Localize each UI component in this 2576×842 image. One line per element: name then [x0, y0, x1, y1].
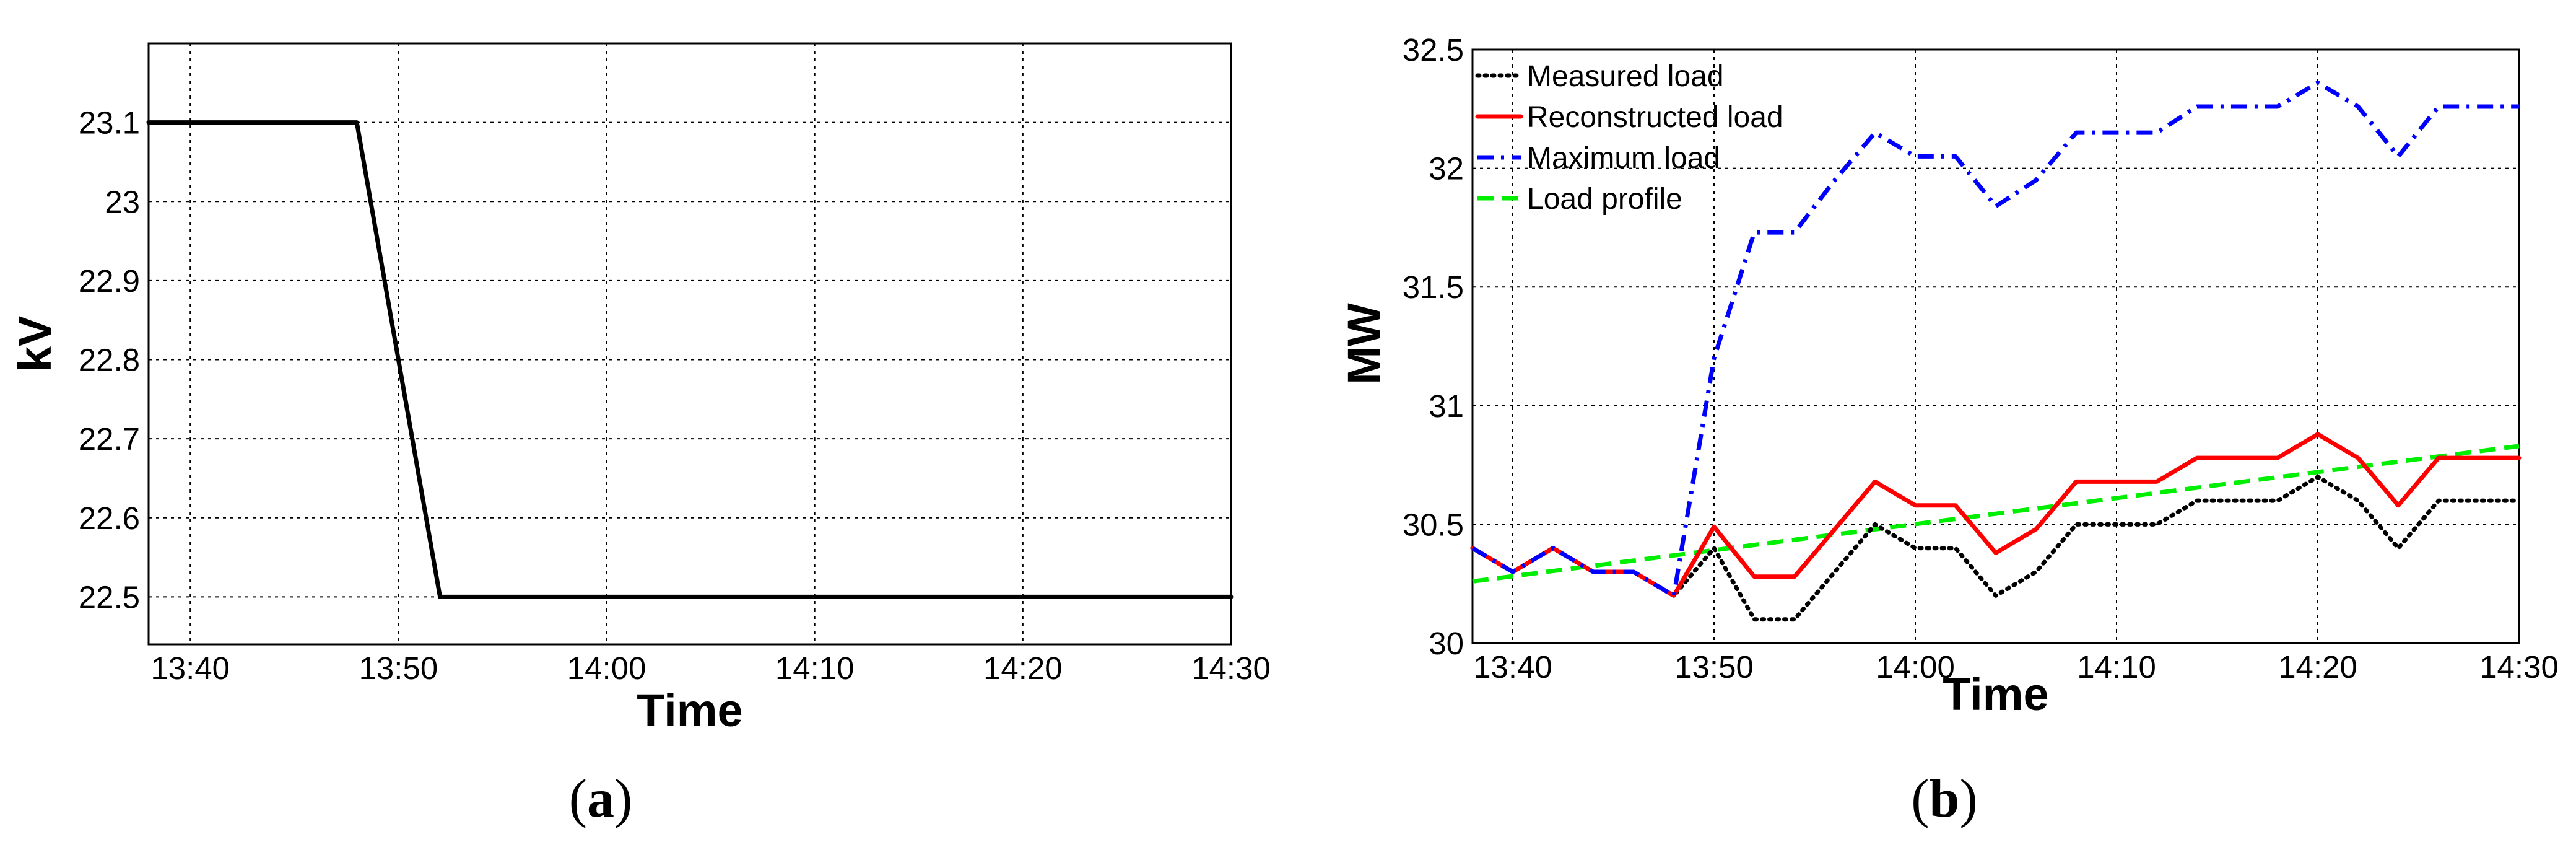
chart-b-x-tick-labels: 13:40 13:50 14:00 14:10 14:20 14:30 [1473, 649, 2559, 685]
chart-a-x-tick-label: 14:30 [1191, 651, 1271, 686]
chart-b-plot-area [1471, 48, 2520, 644]
legend-label: Load profile [1527, 183, 1682, 216]
chart-a-y-tick-label: 22.9 [79, 263, 140, 299]
chart-b-y-tick-label: 32.5 [1403, 32, 1464, 68]
chart-b-x-tick-label: 14:00 [1876, 649, 1955, 685]
legend-label: Reconstructed load [1527, 101, 1783, 134]
chart-a-y-tick-label: 23.1 [79, 105, 140, 141]
chart-b-y-tick-label: 30.5 [1403, 507, 1464, 542]
chart-b-series-line-maximum-load [1471, 81, 2519, 598]
chart-a-panel-label: (a) [569, 769, 633, 829]
legend-label: Measured load [1527, 60, 1724, 93]
chart-b-x-axis-label: Time [1943, 669, 2048, 720]
chart-b-y-tick-label: 30 [1429, 626, 1464, 661]
legend-label: Maximum load [1527, 142, 1720, 175]
chart-a-y-tick-label: 22.7 [79, 421, 140, 457]
chart-b-x-tick-label: 14:30 [2479, 649, 2559, 685]
chart-a-y-tick-label: 22.8 [79, 343, 140, 378]
chart-a-x-tick-label: 13:40 [150, 651, 230, 686]
chart-a-x-tick-label: 13:50 [359, 651, 438, 686]
chart-a-x-axis-label: Time [637, 685, 742, 736]
chart-a-x-tick-label: 14:10 [775, 651, 855, 686]
chart-a-x-tick-label: 14:00 [567, 651, 646, 686]
chart-a-y-tick-label: 23 [105, 184, 140, 219]
chart-b-panel-label: (b) [1911, 769, 1978, 829]
chart-b-y-tick-label: 31.5 [1403, 270, 1464, 305]
chart-a-y-tick-labels: 22.5 22.6 22.7 22.8 22.9 23 23.1 [79, 105, 140, 615]
chart-a-x-tick-labels: 13:40 13:50 14:00 14:10 14:20 14:30 [150, 651, 1270, 686]
chart-a-plot-area [147, 42, 1232, 646]
chart-b-x-tick-label: 13:50 [1674, 649, 1754, 685]
chart-b-y-axis-label: MW [1338, 303, 1390, 385]
chart-b-x-tick-label: 14:20 [2278, 649, 2357, 685]
chart-a-series-line [146, 120, 1234, 599]
chart-b-y-tick-labels: 30 30.5 31 31.5 32 32.5 [1403, 32, 1464, 661]
chart-a-y-tick-label: 22.5 [79, 579, 140, 615]
chart-b-gridlines [1473, 50, 2519, 643]
chart-b-y-tick-label: 31 [1429, 388, 1464, 424]
chart-b-x-tick-label: 13:40 [1473, 649, 1552, 685]
chart-a-x-tick-label: 14:20 [983, 651, 1063, 686]
chart-b-series-line-load-profile [1472, 444, 2520, 584]
chart-a: 22.5 22.6 22.7 22.8 22.9 23 23.1 13:40 13:50 14:… [9, 42, 1271, 829]
chart-a-y-axis-label: kV [9, 316, 61, 372]
chart-a-y-tick-label: 22.6 [79, 501, 140, 536]
chart-a-series [146, 120, 1234, 599]
chart-b-legend: Measured load Reconstructed load Maximum l… [1475, 60, 1783, 216]
chart-b-y-tick-label: 32 [1429, 151, 1464, 186]
chart-b-x-tick-label: 14:10 [2077, 649, 2156, 685]
chart-b-series [1470, 81, 2522, 622]
